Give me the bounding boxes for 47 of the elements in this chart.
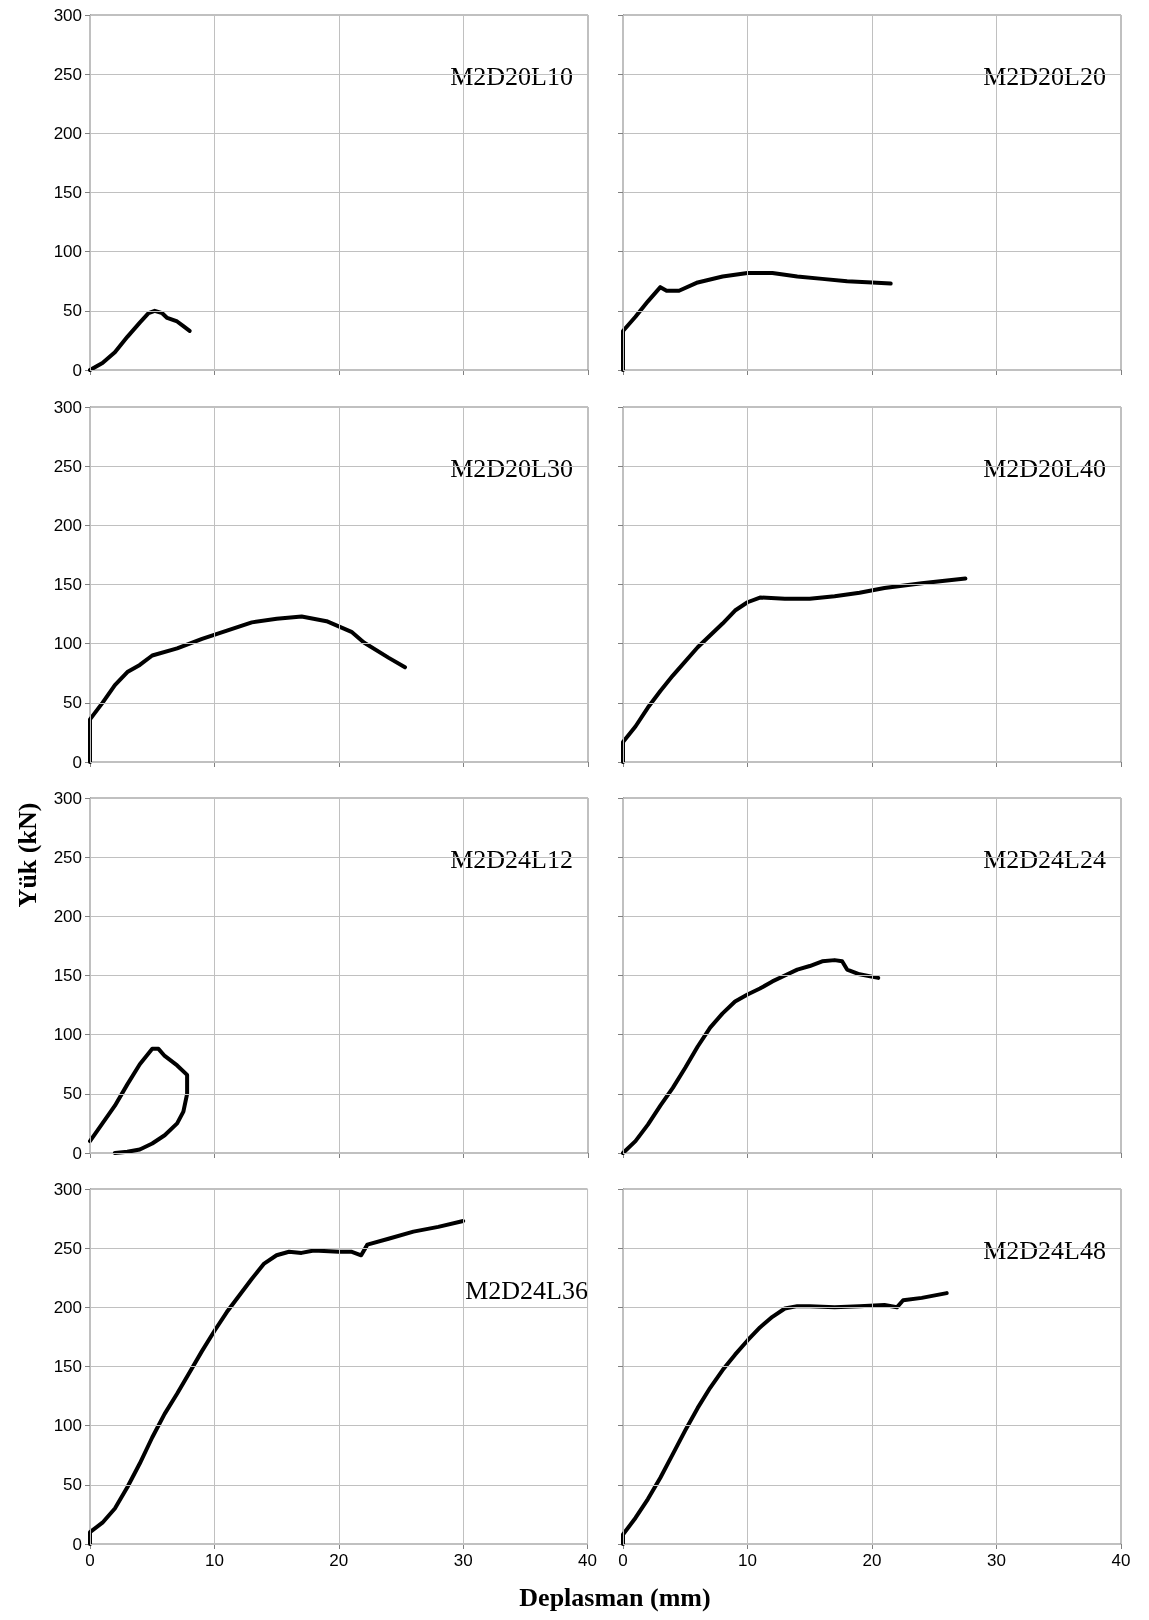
y-tick-label: 50 [63, 1084, 82, 1104]
x-tick-label: 20 [862, 1551, 882, 1570]
x-tick-label: 20 [329, 1551, 349, 1570]
y-tick-label: 200 [53, 515, 82, 535]
line-series [88, 1218, 466, 1546]
y-tick-label: 0 [72, 1143, 82, 1163]
x-tick-label: 10 [738, 1551, 757, 1570]
y-tick-label: 50 [63, 301, 82, 321]
x-tick-label: 30 [987, 1551, 1006, 1570]
y-tick-label: 50 [63, 693, 82, 713]
line-series [88, 308, 192, 372]
y-tick-label: 100 [53, 1025, 82, 1045]
x-tick-label: 30 [453, 1551, 473, 1570]
y-tick-label: 300 [53, 788, 82, 808]
y-tick-label: 300 [53, 397, 82, 417]
line-series [88, 1046, 190, 1155]
y-tick-label: 150 [53, 183, 82, 202]
x-tick-label: 40 [578, 1551, 598, 1570]
y-axis-title: Yük (kN) [13, 802, 43, 908]
x-tick-label: 40 [1111, 1551, 1131, 1570]
y-tick-label: 150 [53, 1357, 82, 1376]
y-tick-label: 100 [53, 242, 82, 262]
y-tick-label: 300 [53, 1179, 82, 1199]
y-tick-label: 250 [53, 456, 82, 476]
x-tick-label: 0 [618, 1551, 628, 1570]
line-series [88, 614, 407, 764]
y-tick-label: 0 [72, 360, 82, 380]
y-tick-label: 0 [72, 752, 82, 772]
x-axis-title: Deplasman (mm) [519, 1583, 711, 1613]
y-tick-label: 300 [53, 5, 82, 25]
y-tick-label: 100 [53, 1416, 82, 1436]
text: M2D24L24 [983, 844, 1106, 874]
y-tick-label: 0 [72, 1534, 82, 1554]
y-tick-label: 200 [53, 906, 82, 926]
y-tick-label: 250 [53, 64, 82, 84]
x-tick-label: 0 [85, 1551, 95, 1570]
text: M2D24L12 [450, 844, 573, 874]
x-tick-label: 10 [204, 1551, 224, 1570]
y-tick-label: 100 [53, 634, 82, 654]
y-tick-label: 150 [53, 575, 82, 594]
y-tick-label: 50 [63, 1475, 82, 1495]
y-tick-label: 250 [53, 847, 82, 867]
y-tick-label: 150 [53, 966, 82, 985]
y-tick-label: 200 [53, 123, 82, 143]
y-tick-label: 200 [53, 1297, 82, 1317]
text: M2D24L36 [465, 1275, 588, 1305]
y-tick-label: 250 [53, 1238, 82, 1258]
